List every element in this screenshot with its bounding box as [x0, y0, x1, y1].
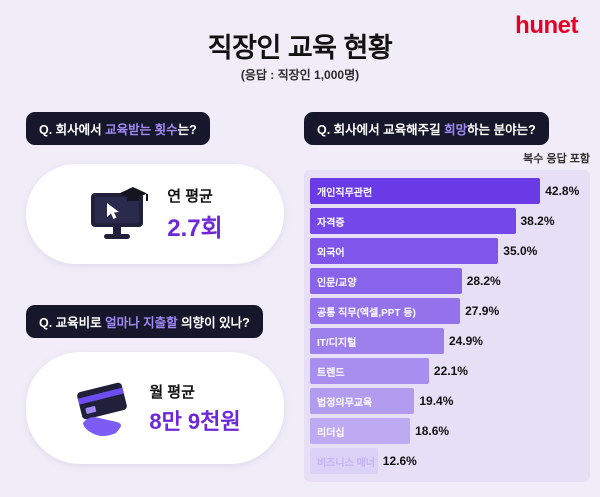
- bar-category-label: 자격증: [317, 217, 345, 229]
- question-education-budget: Q. 교육비로 얼마나 지출할 의향이 있나?: [26, 305, 263, 338]
- bar-value-label: 42.8%: [545, 184, 580, 198]
- bar-row: 법정의무교육 19.4%: [310, 388, 584, 414]
- card-budget-text: 월 평균 8만 9천원: [149, 381, 240, 436]
- bar-9: 리더십: [310, 418, 411, 444]
- frequency-label: 연 평균: [167, 188, 213, 205]
- bar-category-label: 비즈니스 매너: [317, 457, 375, 469]
- bar-7: 트렌드: [310, 358, 429, 384]
- card-hand-icon: [77, 382, 128, 436]
- bar-row: 자격증 38.2%: [310, 208, 584, 234]
- bar-category-label: 인문/교양: [317, 277, 357, 289]
- bar-row: 인문/교양 28.2%: [310, 268, 584, 294]
- q2-highlight: 얼마나 지출할: [105, 316, 178, 330]
- bar-value-label: 35.0%: [503, 244, 538, 258]
- q3-prefix: Q. 회사에서 교육해주길: [317, 123, 445, 137]
- q1-suffix: 는?: [177, 123, 197, 137]
- question-desired-fields: Q. 회사에서 교육해주길 희망하는 분야는?: [304, 112, 549, 145]
- budget-label: 월 평균: [149, 383, 195, 401]
- bar-category-label: 리더십: [317, 427, 345, 439]
- bar-category-label: 트렌드: [317, 367, 345, 379]
- bar-value-label: 38.2%: [520, 214, 555, 228]
- chart-note: 복수 응답 포함: [523, 153, 590, 165]
- q3-suffix: 하는 분야는?: [467, 123, 536, 137]
- bar-category-label: 공통 직무(엑셀,PPT 등): [317, 307, 416, 319]
- bar-value-label: 12.6%: [382, 454, 417, 468]
- bar-category-label: 개인직무관련: [317, 187, 373, 199]
- bar-row: 개인직무관련 42.8%: [310, 178, 584, 204]
- budget-value: 8만 9천원: [149, 408, 241, 434]
- q1-highlight: 교육받는 횟수: [105, 123, 178, 137]
- page-title: 직장인 교육 현황: [207, 33, 393, 63]
- bar-row: 비즈니스 매너 12.6%: [310, 448, 584, 474]
- bar-5: 공통 직무(엑셀,PPT 등): [310, 298, 461, 324]
- bar-1: 개인직무관련: [310, 178, 541, 204]
- bar-value-label: 28.2%: [466, 274, 501, 288]
- bar-category-label: IT/디지털: [317, 337, 357, 349]
- question-education-count: Q. 회사에서 교육받는 횟수는?: [26, 112, 210, 145]
- bar-value-label: 22.1%: [433, 364, 468, 378]
- bar-value-label: 27.9%: [465, 304, 500, 318]
- page-subtitle: (응답 : 직장인 1,000명): [240, 68, 360, 82]
- bar-4: 인문/교양: [310, 268, 462, 294]
- bar-8: 법정의무교육: [310, 388, 415, 414]
- card-education-budget: 월 평균 8만 9천원: [26, 352, 284, 464]
- bar-6: IT/디지털: [310, 328, 444, 354]
- bar-value-label: 24.9%: [448, 334, 483, 348]
- q1-prefix: Q. 회사에서: [39, 123, 106, 137]
- card-education-frequency: 연 평균 2.7회: [26, 164, 284, 264]
- hunet-logo: hunet: [515, 12, 578, 39]
- frequency-value: 2.7회: [167, 215, 223, 242]
- bar-row: IT/디지털 24.9%: [310, 328, 584, 354]
- bar-row: 리더십 18.6%: [310, 418, 584, 444]
- card-frequency-text: 연 평균 2.7회: [167, 185, 222, 243]
- bar-category-label: 외국어: [317, 247, 345, 259]
- bar-row: 외국어 35.0%: [310, 238, 584, 264]
- bar-3: 외국어: [310, 238, 499, 264]
- q3-highlight: 희망: [444, 123, 468, 137]
- bar-category-label: 법정의무교육: [317, 397, 373, 409]
- bar-2: 자격증: [310, 208, 516, 234]
- bar-row: 트렌드 22.1%: [310, 358, 584, 384]
- bar-row: 공통 직무(엑셀,PPT 등) 27.9%: [310, 298, 584, 324]
- q2-suffix: 의향이 있나?: [177, 316, 250, 330]
- bar-chart: 개인직무관련 42.8% 자격증 38.2% 외국어 35.0% 인문/교양 28.2% 공통 …: [304, 170, 590, 482]
- q2-prefix: Q. 교육비로: [39, 316, 106, 330]
- bar-value-label: 19.4%: [419, 394, 454, 408]
- bar-10: 비즈니스 매너: [310, 448, 378, 474]
- bar-value-label: 18.6%: [415, 424, 450, 438]
- monitor-graduation-icon: [91, 187, 149, 239]
